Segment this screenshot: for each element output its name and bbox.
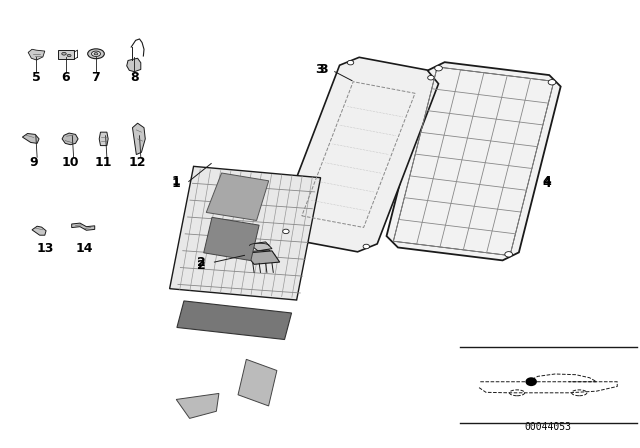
Text: 2: 2 xyxy=(197,255,206,269)
Ellipse shape xyxy=(67,54,71,56)
Text: 4: 4 xyxy=(543,177,552,190)
Polygon shape xyxy=(132,123,145,155)
Ellipse shape xyxy=(92,51,100,56)
Text: 3: 3 xyxy=(316,63,324,76)
Polygon shape xyxy=(99,132,108,146)
Polygon shape xyxy=(387,62,561,260)
Ellipse shape xyxy=(363,244,369,249)
Polygon shape xyxy=(238,359,277,406)
Text: 5: 5 xyxy=(32,70,41,84)
Polygon shape xyxy=(177,301,292,340)
Polygon shape xyxy=(58,50,74,59)
Ellipse shape xyxy=(88,49,104,59)
Text: 12: 12 xyxy=(129,156,147,169)
Ellipse shape xyxy=(283,229,289,234)
Text: 1: 1 xyxy=(172,175,180,188)
Polygon shape xyxy=(22,134,39,143)
Ellipse shape xyxy=(61,52,67,55)
Polygon shape xyxy=(127,58,141,72)
Ellipse shape xyxy=(525,377,537,386)
Polygon shape xyxy=(32,226,46,235)
Text: 6: 6 xyxy=(61,70,70,84)
Polygon shape xyxy=(176,393,219,418)
Polygon shape xyxy=(250,242,272,251)
Ellipse shape xyxy=(94,52,98,55)
Ellipse shape xyxy=(505,252,513,257)
Ellipse shape xyxy=(548,80,556,85)
Polygon shape xyxy=(28,49,45,60)
Text: 9: 9 xyxy=(29,156,38,169)
Text: 7: 7 xyxy=(92,70,100,84)
Text: 13: 13 xyxy=(36,242,54,255)
Text: 00044053: 00044053 xyxy=(525,422,572,432)
Polygon shape xyxy=(170,166,321,300)
Polygon shape xyxy=(245,251,280,264)
Polygon shape xyxy=(72,223,95,230)
Text: 2: 2 xyxy=(197,258,206,272)
Text: 8: 8 xyxy=(130,70,139,84)
Polygon shape xyxy=(204,217,259,261)
Text: 3: 3 xyxy=(319,63,328,76)
Ellipse shape xyxy=(428,75,434,80)
Polygon shape xyxy=(206,173,269,220)
Polygon shape xyxy=(278,57,438,252)
Text: 1: 1 xyxy=(172,177,180,190)
Ellipse shape xyxy=(348,60,354,65)
Text: 11: 11 xyxy=(95,156,113,169)
Polygon shape xyxy=(62,133,78,145)
Text: 4: 4 xyxy=(543,175,552,188)
Text: 14: 14 xyxy=(76,242,93,255)
Polygon shape xyxy=(246,250,275,257)
Ellipse shape xyxy=(435,65,442,71)
Text: 10: 10 xyxy=(61,156,79,169)
